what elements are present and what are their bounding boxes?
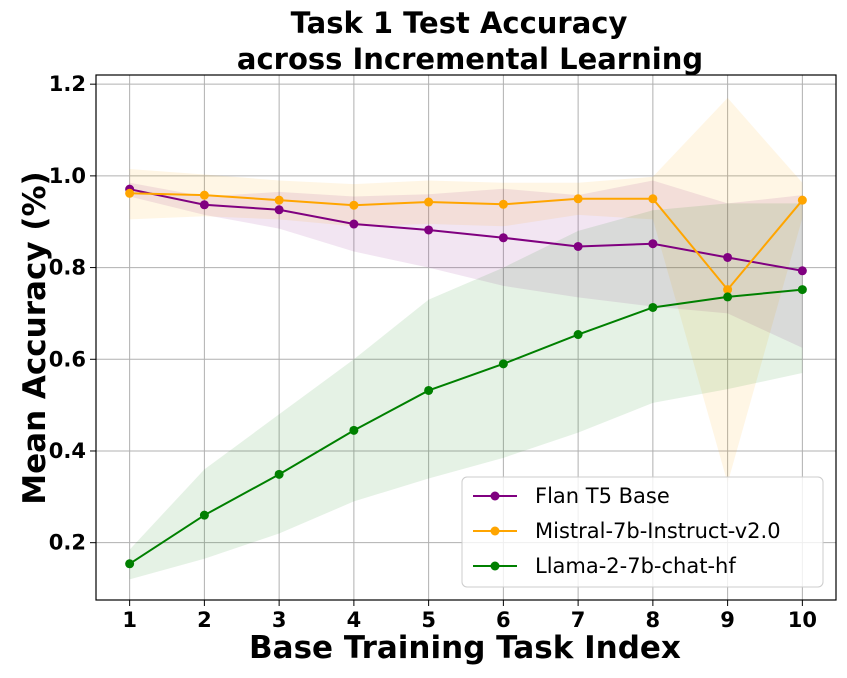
chart-title: Task 1 Test Accuracy across Incremental … [237,6,703,76]
point-llama-2-7b-chat-hf [498,359,508,369]
point-mistral-7b-instruct-v2-0 [573,194,583,204]
y-tick-label: 0.8 [49,256,86,280]
series-points [125,184,807,569]
x-tick-label: 6 [496,608,511,632]
chart-title-line-2: across Incremental Learning [237,42,703,76]
point-llama-2-7b-chat-hf [648,302,658,312]
point-mistral-7b-instruct-v2-0 [199,190,209,200]
point-flan-t5-base [797,266,807,276]
confidence-bands [129,97,803,580]
point-llama-2-7b-chat-hf [349,425,359,435]
legend: Flan T5 Base Mistral-7b-Instruct-v2.0 Llam… [461,476,824,588]
x-tick-label: 8 [646,608,661,632]
point-flan-t5-base [723,252,733,262]
point-flan-t5-base [573,241,583,251]
point-mistral-7b-instruct-v2-0 [125,188,135,198]
x-tick-label: 2 [197,608,212,632]
legend-label: Flan T5 Base [535,484,670,508]
point-llama-2-7b-chat-hf [723,292,733,302]
band-mistral-7b-instruct-v2-0 [129,97,803,484]
point-llama-2-7b-chat-hf [274,469,284,479]
y-tick-label: 0.6 [49,347,86,371]
band-flan-t5-base [129,180,803,348]
point-flan-t5-base [648,239,658,249]
point-mistral-7b-instruct-v2-0 [797,195,807,205]
legend-label: Llama-2-7b-chat-hf [535,554,736,578]
legend-marker [490,526,500,536]
point-mistral-7b-instruct-v2-0 [349,200,359,210]
x-tick-label: 9 [720,608,735,632]
gridlines [96,75,836,600]
line-llama-2-7b-chat-hf [129,288,803,565]
y-tick-label: 1.2 [49,72,86,96]
legend-item-llama-2-7b-chat-hf: Llama-2-7b-chat-hf [473,554,736,578]
point-mistral-7b-instruct-v2-0 [648,194,658,204]
point-llama-2-7b-chat-hf [573,330,583,340]
legend-marker [490,491,500,501]
legend-item-flan-t5-base: Flan T5 Base [473,484,670,508]
point-mistral-7b-instruct-v2-0 [498,199,508,209]
legend-item-mistral-7b-instruct-v2-0: Mistral-7b-Instruct-v2.0 [473,519,781,543]
point-mistral-7b-instruct-v2-0 [424,197,434,207]
legend-label: Mistral-7b-Instruct-v2.0 [535,519,781,543]
line-mistral-7b-instruct-v2-0 [129,192,804,292]
line-flan-t5-base [129,188,803,272]
y-axis-ticks: 0.2 0.4 0.6 0.8 1.0 1.2 [49,72,96,555]
x-axis-label: Base Training Task Index [249,630,681,666]
point-mistral-7b-instruct-v2-0 [274,195,284,205]
y-tick-label: 0.2 [49,531,86,555]
x-tick-label: 3 [272,608,287,632]
x-tick-label: 5 [421,608,436,632]
legend-frame [461,476,824,588]
x-tick-label: 10 [788,608,817,632]
legend-marker [490,561,500,571]
x-axis-ticks: 1 2 3 4 5 6 7 8 9 10 [122,600,817,632]
y-tick-label: 1.0 [49,164,86,188]
point-llama-2-7b-chat-hf [125,559,135,569]
point-llama-2-7b-chat-hf [424,385,434,395]
point-flan-t5-base [424,225,434,235]
point-llama-2-7b-chat-hf [199,510,209,520]
point-flan-t5-base [274,205,284,215]
point-llama-2-7b-chat-hf [797,285,807,295]
x-tick-label: 1 [122,608,137,632]
point-flan-t5-base [199,200,209,210]
point-flan-t5-base [349,219,359,229]
series-lines [129,188,804,565]
y-tick-label: 0.4 [49,439,86,463]
point-flan-t5-base [498,233,508,243]
band-llama-2-7b-chat-hf [129,203,803,580]
y-axis-label: Mean Accuracy (%) [17,171,53,504]
plot-frame [95,74,837,601]
chart-title-line-1: Task 1 Test Accuracy [291,6,628,40]
x-tick-label: 4 [347,608,362,632]
point-mistral-7b-instruct-v2-0 [723,285,733,295]
x-tick-label: 7 [571,608,586,632]
